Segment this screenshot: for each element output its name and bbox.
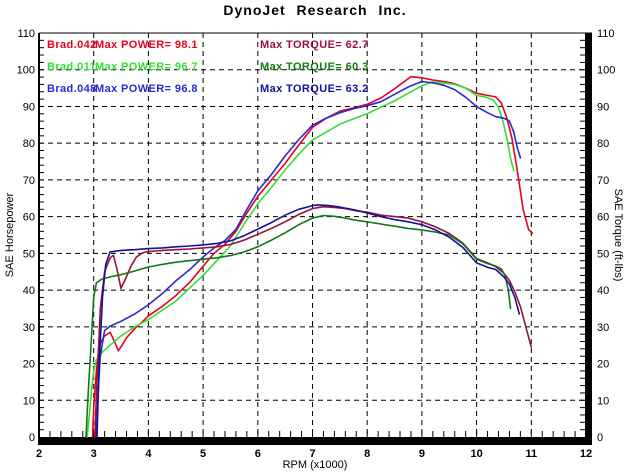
curve-brad-048-sae-horsepower	[95, 80, 522, 438]
y-left-tick-label-70: 70	[23, 175, 35, 187]
curve-brad-042-sae-torque	[94, 205, 533, 438]
legend-run3-file: Brad.048	[47, 83, 97, 95]
frame-right-bar	[585, 33, 592, 445]
y-left-tick-label-10: 10	[23, 395, 35, 407]
y-left-tick-label-0: 0	[29, 432, 35, 444]
x-tick-label-7: 7	[309, 448, 315, 460]
x-tick-label-8: 8	[364, 448, 370, 460]
y-left-tick-label-100: 100	[17, 65, 35, 77]
x-tick-label-6: 6	[255, 448, 261, 460]
curve-brad-011-sae-torque	[85, 214, 512, 438]
curve-brad-011-sae-horsepower	[86, 81, 515, 438]
y-axis-left-label: SAE Horsepower	[4, 192, 16, 278]
legend-run2-power: Max POWER= 96.7	[95, 61, 198, 73]
x-tick-label-12: 12	[580, 448, 592, 460]
curve-brad-048-sae-torque	[96, 204, 521, 438]
y-right-tick-label-20: 20	[597, 359, 609, 371]
y-left-tick-label-30: 30	[23, 322, 35, 334]
y-right-tick-label-110: 110	[597, 28, 615, 40]
x-tick-label-3: 3	[91, 448, 97, 460]
y-right-tick-label-50: 50	[597, 248, 609, 260]
y-right-tick-label-100: 100	[597, 65, 615, 77]
y-left-tick-label-50: 50	[23, 248, 35, 260]
legend-run2-torque: Max TORQUE= 60.3	[260, 61, 369, 73]
x-tick-label-10: 10	[470, 448, 482, 460]
x-tick-label-5: 5	[200, 448, 206, 460]
y-right-tick-label-70: 70	[597, 175, 609, 187]
y-right-tick-label-0: 0	[597, 432, 603, 444]
x-tick-label-4: 4	[145, 448, 152, 460]
y-right-tick-label-90: 90	[597, 101, 609, 113]
y-right-tick-label-30: 30	[597, 322, 609, 334]
legend-run2-file: Brad.011	[47, 61, 97, 73]
y-left-tick-label-40: 40	[23, 285, 35, 297]
x-axis-label: RPM (x1000)	[282, 459, 348, 471]
legend-run1-file: Brad.042	[47, 39, 97, 51]
y-right-tick-label-60: 60	[597, 212, 609, 224]
y-left-tick-label-80: 80	[23, 138, 35, 150]
y-left-tick-label-110: 110	[17, 28, 35, 40]
y-axis-right-label: SAE Torque (ft-lbs)	[612, 188, 624, 282]
legend-run3-torque: Max TORQUE= 63.2	[260, 83, 369, 95]
x-tick-label-2: 2	[36, 448, 42, 460]
y-left-tick-label-90: 90	[23, 101, 35, 113]
legend-run1-power: Max POWER= 98.1	[95, 39, 198, 51]
y-right-tick-label-40: 40	[597, 285, 609, 297]
y-right-tick-label-80: 80	[597, 138, 609, 150]
y-left-tick-label-20: 20	[23, 359, 35, 371]
x-tick-label-9: 9	[419, 448, 425, 460]
chart-title: DynoJet Research Inc.	[223, 2, 407, 18]
y-left-tick-label-60: 60	[23, 212, 35, 224]
x-tick-label-11: 11	[525, 448, 537, 460]
y-right-tick-label-10: 10	[597, 395, 609, 407]
frame-bottom-bar	[39, 437, 592, 445]
legend-run3-power: Max POWER= 96.8	[95, 83, 198, 95]
legend-run1-torque: Max TORQUE= 62.7	[260, 39, 369, 51]
curve-brad-042-sae-horsepower	[91, 75, 534, 438]
